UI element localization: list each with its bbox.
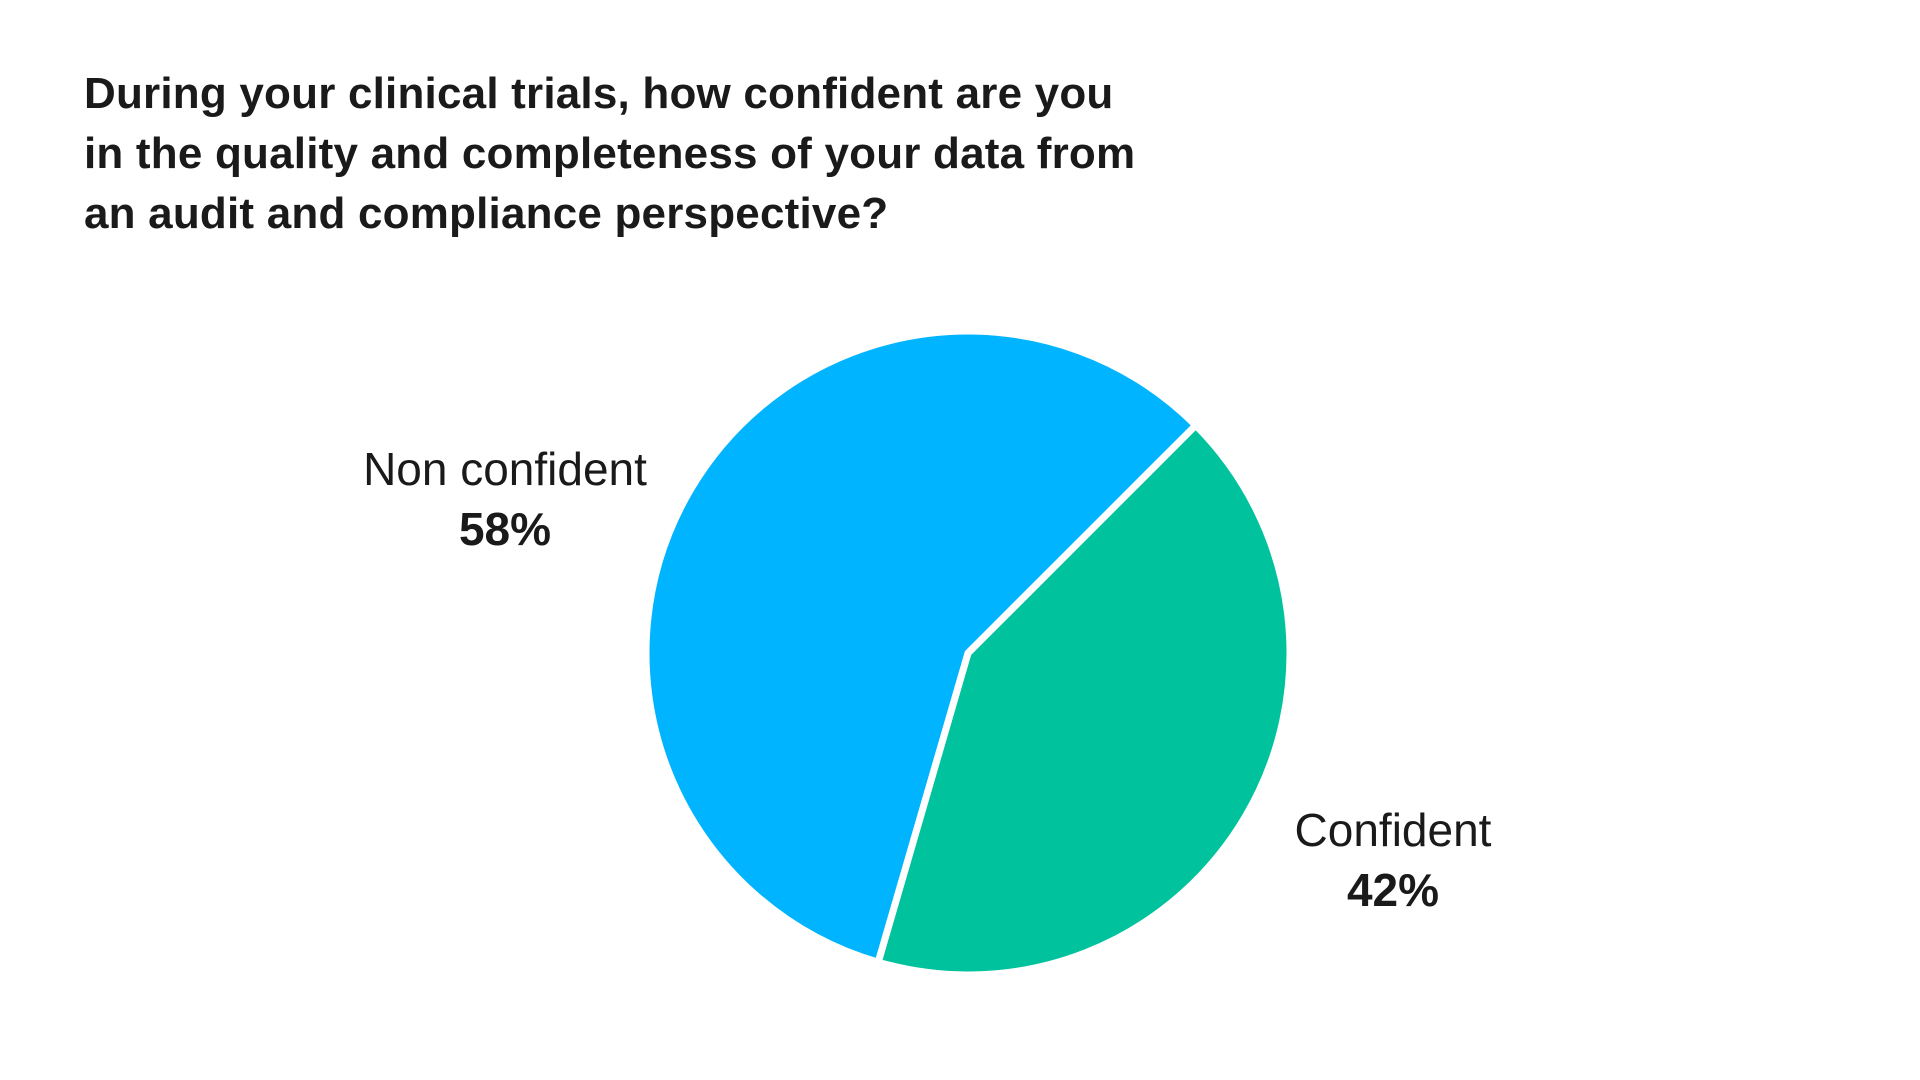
slice-label-non-confident-name: Non confident bbox=[363, 443, 647, 495]
slice-label-confident-name: Confident bbox=[1295, 804, 1492, 856]
chart-title-line-1: During your clinical trials, how confide… bbox=[84, 69, 1114, 118]
slice-label-confident: Confident 42% bbox=[1295, 804, 1492, 916]
slice-label-non-confident-value: 58% bbox=[459, 503, 551, 555]
pie-slice-non-confident bbox=[642, 327, 1200, 966]
pie-slice-confident bbox=[874, 421, 1294, 979]
chart-title-line-2: in the quality and completeness of your … bbox=[84, 129, 1136, 178]
chart-title: During your clinical trials, how confide… bbox=[84, 64, 1324, 244]
chart-title-line-3: an audit and compliance perspective? bbox=[84, 189, 889, 238]
pie-slices bbox=[642, 327, 1294, 979]
slice-label-non-confident: Non confident 58% bbox=[363, 443, 647, 555]
slice-label-confident-value: 42% bbox=[1347, 864, 1439, 916]
